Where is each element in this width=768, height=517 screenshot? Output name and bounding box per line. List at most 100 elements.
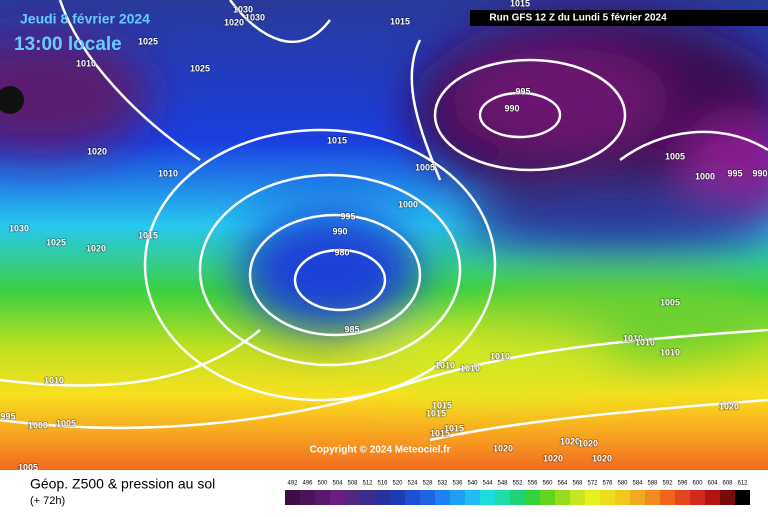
legend-swatch [705, 490, 720, 505]
isobar-label: 1030 [233, 4, 253, 14]
legend-swatch [630, 490, 645, 505]
isobar-label: 995 [727, 168, 742, 178]
isobar-label: 1020 [719, 401, 739, 411]
legend-label: 592 [662, 481, 673, 487]
isobar-label: 990 [332, 226, 347, 236]
legend-swatch [600, 490, 615, 505]
copyright: Copyright © 2024 Meteociel.fr [310, 445, 451, 456]
legend-swatch [525, 490, 540, 505]
legend-label: 572 [587, 481, 598, 487]
isobar-label: 1005 [660, 297, 680, 307]
legend-label: 560 [542, 481, 553, 487]
legend-swatch [495, 490, 510, 505]
isobar-label: 1010 [623, 333, 643, 343]
isobar-label: 1020 [224, 17, 244, 27]
legend-label: 568 [572, 481, 583, 487]
legend-label: 600 [692, 481, 703, 487]
isobar-label: 1010 [460, 363, 480, 373]
isobar-label: 1020 [493, 443, 513, 453]
legend-swatch [570, 490, 585, 505]
legend-label: 500 [317, 481, 328, 487]
legend-swatch [435, 490, 450, 505]
isobar-label: 1005 [56, 418, 76, 428]
legend-label: 604 [707, 481, 718, 487]
legend-swatch [345, 490, 360, 505]
isobar-label: 1005 [415, 162, 435, 172]
legend-label: 608 [722, 481, 733, 487]
legend-swatch [690, 490, 705, 505]
footer-title: Géop. Z500 & pression au sol [30, 476, 215, 492]
legend-label: 512 [362, 481, 373, 487]
isobar-label: 1020 [86, 243, 106, 253]
isobar-label: 990 [504, 103, 519, 113]
legend-swatch [675, 490, 690, 505]
legend-label: 588 [647, 481, 658, 487]
legend-swatch [540, 490, 555, 505]
forecast-time: 13:00 locale [14, 34, 122, 55]
legend-label: 496 [302, 481, 313, 487]
legend-swatch [480, 490, 495, 505]
legend-swatch [405, 490, 420, 505]
isobar-label: 995 [0, 411, 15, 421]
isobar-label: 1015 [432, 400, 452, 410]
legend-swatch [315, 490, 330, 505]
isobar-label: 1015 [444, 423, 464, 433]
isobar-label: 1015 [327, 135, 347, 145]
legend-label: 528 [422, 481, 433, 487]
forecast-date: Jeudi 8 février 2024 [20, 11, 150, 27]
legend-label: 612 [737, 481, 748, 487]
legend-label: 596 [677, 481, 688, 487]
isobar-label: 1015 [510, 0, 530, 8]
legend-swatch [720, 490, 735, 505]
isobar-label: 1025 [190, 63, 210, 73]
isobar-label: 1020 [543, 453, 563, 463]
isobar-label: 1030 [245, 12, 265, 22]
legend-swatch [735, 490, 750, 505]
isobar-label: 1005 [665, 151, 685, 161]
legend-swatch [555, 490, 570, 505]
isobar-label: 1030 [9, 223, 29, 233]
legend-label: 548 [497, 481, 508, 487]
legend-swatch [510, 490, 525, 505]
isobar-label: 990 [752, 168, 767, 178]
isobar-label: 1015 [138, 230, 158, 240]
legend-swatch [330, 490, 345, 505]
legend-swatch [285, 490, 300, 505]
isobar-label: 1015 [390, 16, 410, 26]
isobar-label: 1010 [490, 351, 510, 361]
isobar-label: 1020 [87, 146, 107, 156]
isobar-label: 1010 [76, 58, 96, 68]
map-background [0, 0, 768, 470]
legend-label: 524 [407, 481, 418, 487]
isobar-label: 980 [334, 247, 349, 257]
legend-label: 584 [632, 481, 643, 487]
isobar-label: 1010 [158, 168, 178, 178]
isobar-label: 1010 [635, 337, 655, 347]
legend-label: 544 [482, 481, 493, 487]
legend: 492 496 500 504 508 512 516 520 524 528 532 536 540 5… [285, 481, 750, 505]
legend-swatch [390, 490, 405, 505]
legend-swatch [375, 490, 390, 505]
legend-swatch [585, 490, 600, 505]
isobar-label: 1000 [398, 199, 418, 209]
isobar-label: 1010 [660, 347, 680, 357]
legend-swatch [450, 490, 465, 505]
legend-label: 552 [512, 481, 523, 487]
legend-label: 504 [332, 481, 343, 487]
legend-label: 564 [557, 481, 568, 487]
isobar-label: 995 [515, 86, 530, 96]
isobar-label: 1020 [560, 436, 580, 446]
isobar-label: 1020 [592, 453, 612, 463]
isobar-label: 1000 [695, 171, 715, 181]
legend-swatch [615, 490, 630, 505]
legend-label: 576 [602, 481, 613, 487]
run-box [470, 10, 768, 26]
isobar-label: 1015 [426, 408, 446, 418]
footer-lead: (+ 72h) [30, 495, 65, 507]
isobar-label: 1010 [44, 375, 64, 385]
legend-label: 580 [617, 481, 628, 487]
legend-swatch [660, 490, 675, 505]
legend-label: 516 [377, 481, 388, 487]
legend-swatch [360, 490, 375, 505]
